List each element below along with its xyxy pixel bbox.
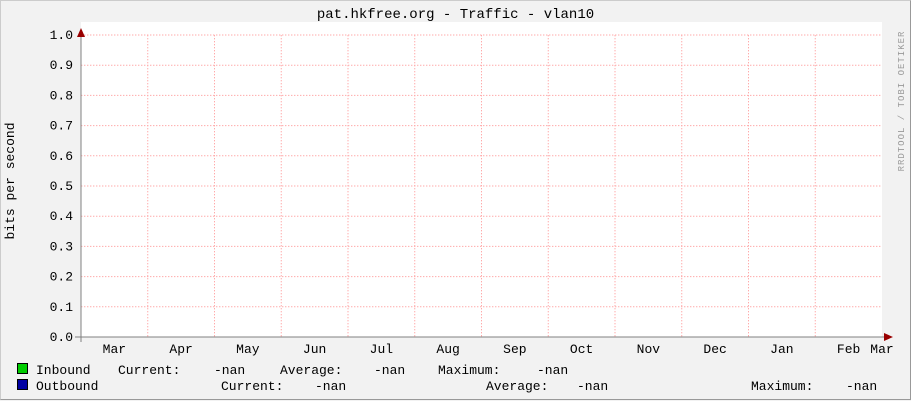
- svg-text:Aug: Aug: [436, 342, 459, 357]
- svg-text:0.9: 0.9: [50, 58, 73, 73]
- svg-text:Dec: Dec: [703, 342, 726, 357]
- svg-text:0.4: 0.4: [50, 209, 74, 224]
- svg-text:0.6: 0.6: [50, 149, 73, 164]
- svg-text:Mar: Mar: [870, 342, 893, 357]
- svg-text:0.0: 0.0: [50, 330, 73, 345]
- svg-text:0.5: 0.5: [50, 179, 73, 194]
- svg-text:0.7: 0.7: [50, 119, 73, 134]
- svg-text:0.2: 0.2: [50, 270, 73, 285]
- svg-text:Sep: Sep: [503, 342, 526, 357]
- svg-text:Mar: Mar: [103, 342, 126, 357]
- svg-text:Jan: Jan: [770, 342, 793, 357]
- svg-text:Apr: Apr: [169, 342, 192, 357]
- svg-text:May: May: [236, 342, 260, 357]
- svg-text:0.1: 0.1: [50, 300, 74, 315]
- svg-text:Nov: Nov: [637, 342, 661, 357]
- svg-text:Oct: Oct: [570, 342, 593, 357]
- svg-text:Feb: Feb: [837, 342, 860, 357]
- svg-text:1.0: 1.0: [50, 28, 73, 43]
- svg-text:Jun: Jun: [303, 342, 326, 357]
- svg-text:0.3: 0.3: [50, 239, 73, 254]
- svg-text:Jul: Jul: [370, 342, 394, 357]
- svg-text:0.8: 0.8: [50, 88, 73, 103]
